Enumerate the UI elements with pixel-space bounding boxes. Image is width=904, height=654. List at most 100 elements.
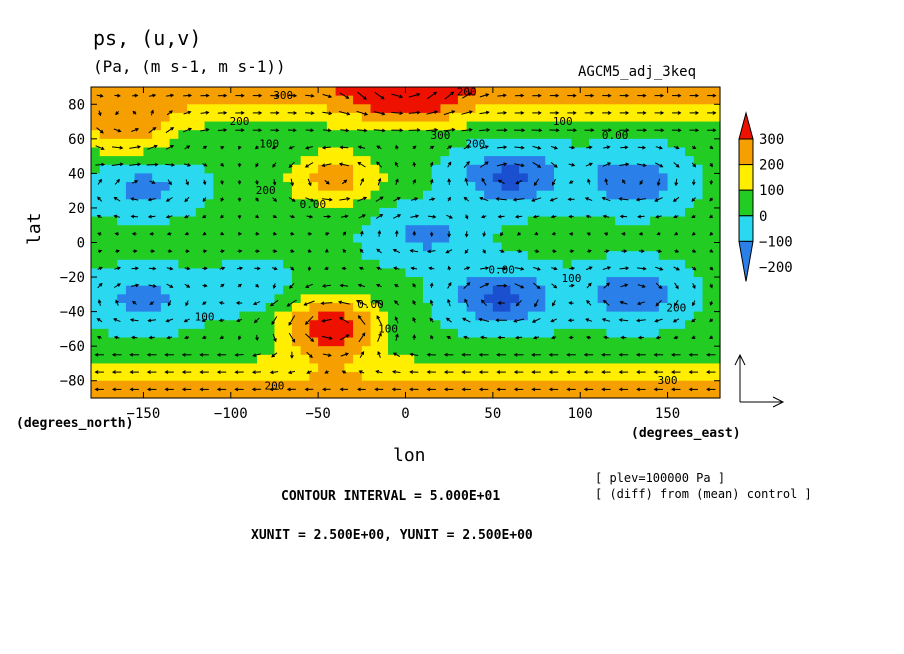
wind-arrow-head	[129, 352, 134, 357]
field-cell	[99, 207, 110, 218]
field-cell	[134, 285, 145, 295]
field-cell	[396, 251, 407, 261]
wind-arrow-head	[429, 178, 434, 183]
wind-arrow-head	[240, 93, 245, 98]
field-cell	[353, 302, 363, 313]
wind-arrow-head	[434, 128, 439, 132]
field-cell	[562, 112, 573, 123]
field-cell	[440, 121, 450, 131]
field-cell	[230, 268, 241, 278]
field-cell	[501, 138, 511, 149]
wind-arrow	[426, 91, 437, 100]
field-cell	[702, 199, 712, 209]
field-cell	[475, 207, 485, 218]
field-cell	[554, 207, 564, 218]
wind-arrow-head	[625, 93, 630, 98]
field-cell	[562, 302, 573, 313]
wind-arrow-head	[429, 299, 434, 304]
field-cell	[396, 380, 407, 390]
wind-arrow-head	[447, 161, 452, 166]
field-cell	[256, 156, 267, 166]
field-cell	[248, 182, 258, 192]
wind-arrow	[322, 353, 331, 357]
field-cell	[178, 147, 188, 157]
field-cell	[676, 328, 686, 339]
wind-arrow	[338, 301, 350, 305]
field-cell	[361, 320, 372, 330]
field-cell	[99, 242, 110, 252]
field-cell	[134, 225, 145, 235]
field-cell	[554, 87, 564, 97]
field-cell	[484, 173, 494, 183]
field-cell	[693, 130, 704, 140]
field-cell	[291, 164, 302, 174]
field-cell	[658, 372, 669, 382]
field-cell	[379, 225, 389, 235]
field-cell	[632, 285, 642, 295]
field-cell	[623, 216, 634, 226]
wind-arrow-head	[497, 214, 502, 219]
field-cell	[632, 346, 642, 356]
field-cell	[580, 199, 590, 209]
field-cell	[117, 294, 127, 304]
field-cell	[388, 372, 398, 382]
field-cell	[379, 320, 389, 330]
wind-arrow-head	[432, 214, 437, 219]
field-cell	[623, 389, 634, 399]
field-cell	[545, 233, 555, 244]
field-cell	[108, 337, 118, 347]
field-cell	[562, 164, 573, 174]
wind-arrow-head	[185, 302, 189, 307]
field-cell	[283, 182, 293, 192]
chart-units: (Pa, (m s-1, m s-1))	[93, 57, 286, 76]
field-cell	[353, 389, 363, 399]
field-cell	[405, 112, 415, 123]
field-cell	[527, 354, 538, 365]
field-cell	[650, 104, 660, 114]
pressure-field	[91, 87, 721, 399]
field-cell	[283, 199, 293, 209]
field-cell	[265, 104, 276, 114]
wind-arrow-head	[640, 249, 645, 254]
field-cell	[501, 225, 511, 235]
field-cell	[431, 302, 442, 313]
wind-arrow-head	[288, 164, 293, 169]
field-cell	[143, 216, 153, 226]
field-cell	[510, 268, 520, 278]
field-cell	[361, 302, 372, 313]
wind-arrow-head	[673, 231, 678, 236]
field-cell	[414, 380, 424, 390]
field-cell	[466, 190, 476, 200]
field-cell	[108, 363, 118, 373]
field-cell	[554, 294, 564, 304]
wind-arrow-head	[568, 335, 573, 340]
field-cell	[501, 182, 511, 192]
field-cell	[536, 311, 546, 321]
wind-arrow-head	[187, 110, 192, 115]
wind-arrow-head	[548, 387, 553, 392]
field-cell	[230, 285, 241, 295]
field-cell	[501, 199, 511, 209]
field-cell	[449, 337, 459, 347]
field-cell	[274, 337, 284, 347]
field-cell	[615, 285, 625, 295]
field-cell	[571, 138, 581, 149]
field-cell	[239, 112, 249, 123]
field-cell	[239, 354, 249, 365]
field-cell	[545, 130, 555, 140]
field-cell	[667, 337, 677, 347]
field-cell	[160, 147, 171, 157]
field-cell	[536, 294, 546, 304]
field-cell	[545, 95, 555, 105]
field-cell	[309, 328, 319, 339]
field-cell	[318, 164, 328, 174]
field-cell	[702, 95, 712, 105]
field-cell	[562, 95, 573, 105]
field-cell	[222, 346, 232, 356]
field-cell	[632, 95, 642, 105]
field-cell	[711, 268, 721, 278]
field-cell	[152, 190, 162, 200]
field-cell	[484, 199, 494, 209]
field-cell	[527, 199, 538, 209]
field-cell	[309, 104, 319, 114]
